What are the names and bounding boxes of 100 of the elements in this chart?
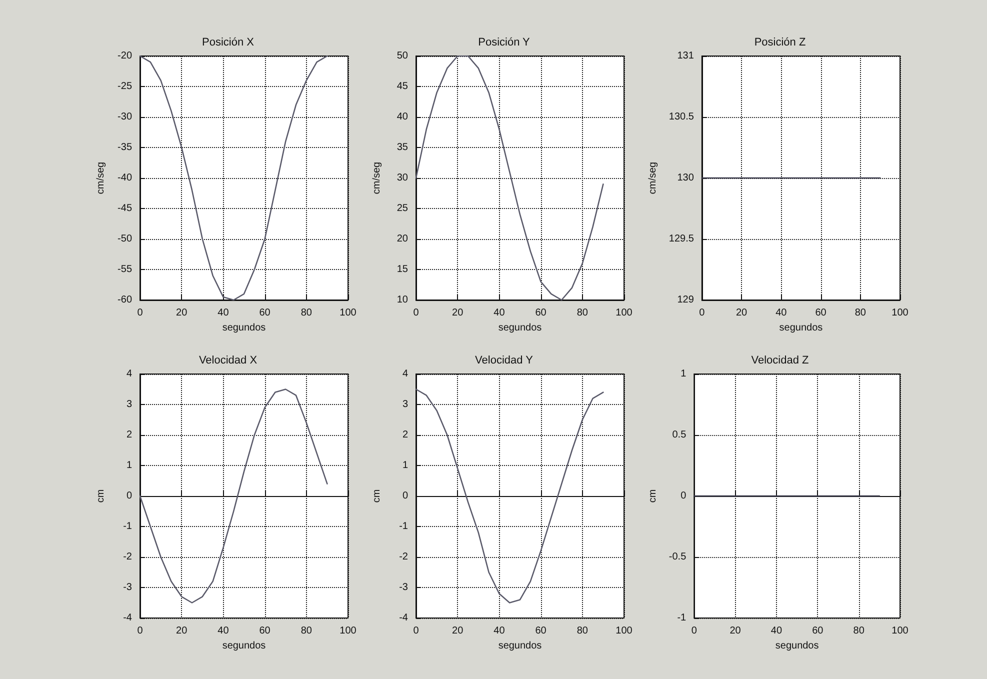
y-tick-label: -40 — [118, 172, 132, 184]
x-tick-label: 40 — [770, 626, 782, 636]
chart-title: Posición X — [202, 36, 255, 48]
y-axis-title: cm — [648, 489, 658, 503]
y-tick-label: 130 — [677, 172, 694, 184]
y-tick-label: 25 — [396, 203, 408, 214]
chart-title: Velocidad Y — [475, 354, 534, 366]
y-tick-label: -60 — [118, 294, 132, 306]
y-tick-label: 20 — [396, 234, 408, 244]
y-axis-title: cm — [372, 489, 382, 503]
x-tick-label: 100 — [340, 626, 357, 636]
y-tick-label: -1 — [123, 521, 132, 532]
y-tick-label: -50 — [118, 234, 132, 244]
x-tick-label: 60 — [812, 626, 824, 636]
y-tick-label: -20 — [118, 50, 132, 62]
y-tick-label: 3 — [402, 399, 408, 410]
x-axis-title: segundos — [222, 640, 266, 652]
x-tick-label: 20 — [176, 626, 188, 636]
y-tick-label: 0 — [402, 490, 408, 502]
y-tick-label: -3 — [123, 582, 132, 593]
y-tick-label: -35 — [118, 142, 132, 153]
chart-title: Velocidad X — [198, 354, 258, 366]
y-tick-label: -45 — [118, 203, 132, 214]
x-tick-label: 20 — [730, 626, 742, 636]
y-tick-label: 35 — [396, 142, 408, 153]
y-tick-label: 50 — [396, 50, 408, 62]
y-tick-label: 0 — [126, 490, 132, 502]
x-tick-label: 40 — [218, 308, 230, 318]
x-tick-label: 80 — [854, 308, 866, 318]
y-tick-label: 4 — [402, 368, 408, 380]
y-axis-title: cm/seg — [96, 162, 106, 194]
x-tick-label: 40 — [494, 626, 506, 636]
y-tick-label: -4 — [123, 612, 132, 624]
y-axis-title: cm — [96, 489, 106, 503]
y-tick-label: 2 — [126, 430, 132, 440]
line-series — [139, 388, 328, 604]
x-tick-label: 20 — [736, 308, 748, 318]
y-tick-label: 45 — [396, 81, 408, 92]
x-tick-label: 80 — [853, 626, 865, 636]
x-axis-title: segundos — [775, 640, 819, 652]
chart-title: Velocidad Z — [751, 354, 810, 366]
y-tick-label: 30 — [396, 172, 408, 184]
x-tick-label: 20 — [452, 308, 464, 318]
y-tick-label: -2 — [399, 552, 408, 562]
x-tick-label: 80 — [576, 308, 588, 318]
x-tick-label: 100 — [892, 626, 909, 636]
x-tick-label: 100 — [340, 308, 357, 318]
y-tick-label: -1 — [399, 521, 408, 532]
y-tick-label: 4 — [126, 368, 132, 380]
y-tick-label: -1 — [677, 612, 687, 624]
line-series — [415, 388, 604, 604]
y-tick-label: -30 — [118, 112, 132, 122]
y-tick-label: -2 — [123, 552, 132, 562]
y-tick-label: 0 — [680, 490, 687, 502]
y-tick-label: 2 — [402, 430, 408, 440]
x-tick-label: 100 — [892, 308, 909, 318]
x-tick-label: 40 — [494, 308, 506, 318]
x-tick-label: 20 — [452, 626, 464, 636]
x-tick-label: 80 — [300, 626, 312, 636]
x-tick-label: 40 — [218, 626, 230, 636]
y-tick-label: -4 — [399, 612, 408, 624]
y-tick-label: -3 — [399, 582, 408, 593]
x-tick-label: 80 — [300, 308, 312, 318]
x-tick-label: 0 — [413, 626, 420, 636]
y-tick-label: -55 — [118, 264, 132, 275]
y-tick-label: 40 — [396, 112, 408, 122]
x-tick-label: 60 — [259, 626, 271, 636]
y-tick-label: -0.5 — [668, 552, 687, 562]
y-tick-label: 1 — [126, 460, 132, 471]
x-tick-label: 60 — [535, 626, 547, 636]
x-tick-label: 0 — [699, 308, 706, 318]
y-axis-title: cm/seg — [372, 162, 382, 194]
y-tick-label: 3 — [126, 399, 132, 410]
y-tick-label: 129 — [677, 294, 694, 306]
y-tick-label: 1 — [680, 368, 687, 380]
y-tick-label: 0.5 — [672, 430, 687, 440]
x-axis-title: segundos — [222, 322, 266, 334]
y-tick-label: 10 — [396, 294, 408, 306]
x-tick-label: 0 — [413, 308, 420, 318]
chart-title: Posición Z — [754, 36, 806, 48]
x-tick-label: 80 — [576, 626, 588, 636]
x-tick-label: 40 — [776, 308, 788, 318]
x-tick-label: 0 — [137, 626, 144, 636]
y-tick-label: 129.5 — [668, 234, 694, 244]
y-tick-label: 130.5 — [668, 112, 694, 122]
x-tick-label: 100 — [616, 308, 633, 318]
chart-title: Posición Y — [478, 36, 531, 48]
y-tick-label: 1 — [402, 460, 408, 471]
x-tick-label: 0 — [137, 308, 144, 318]
x-axis-title: segundos — [498, 640, 542, 652]
y-tick-label: -25 — [118, 81, 132, 92]
x-tick-label: 60 — [259, 308, 271, 318]
y-axis-title: cm/seg — [648, 162, 658, 194]
x-axis-title: segundos — [498, 322, 542, 334]
x-tick-label: 60 — [535, 308, 547, 318]
y-tick-label: 131 — [677, 50, 694, 62]
x-tick-label: 100 — [616, 626, 633, 636]
x-tick-label: 20 — [176, 308, 188, 318]
x-axis-title: segundos — [779, 322, 823, 334]
x-tick-label: 60 — [815, 308, 827, 318]
